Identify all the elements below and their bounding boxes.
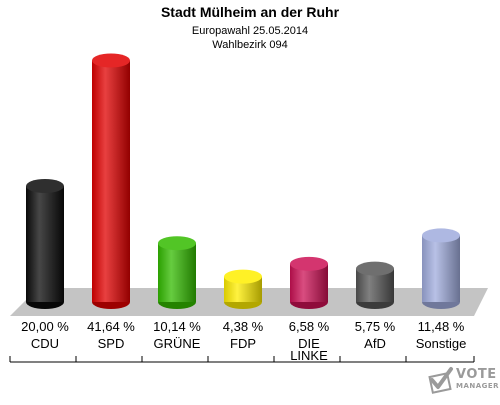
category-axis: 20,00 % CDU 41,64 % SPD 10,14 % GRÜNE 4,38 % FD… xyxy=(9,319,475,363)
value-label: 20,00 % xyxy=(21,319,69,334)
chart-title: Stadt Mülheim an der Ruhr xyxy=(161,4,340,20)
bar-5 xyxy=(356,261,394,309)
bar-3 xyxy=(224,269,262,309)
chart-subtitle: Europawahl 25.05.2014 xyxy=(192,25,308,37)
value-label: 10,14 % xyxy=(153,319,201,334)
value-label: 11,48 % xyxy=(418,319,465,334)
value-label: 5,75 % xyxy=(355,319,396,334)
value-label: 4,38 % xyxy=(223,319,264,334)
bar-0 xyxy=(26,179,64,309)
bars-layer xyxy=(26,53,460,309)
category-label: GRÜNE xyxy=(154,336,201,351)
category-label: SPD xyxy=(98,336,125,351)
chart-subtitle-2: Wahlbezirk 094 xyxy=(212,39,287,51)
bar-6 xyxy=(422,228,460,309)
bar-4 xyxy=(290,256,328,309)
brand-logo: VOTE MANAGER xyxy=(428,366,500,396)
category-label: FDP xyxy=(230,336,256,351)
bar-1 xyxy=(92,53,130,309)
category-label: Sonstige xyxy=(416,336,467,351)
value-label: 6,58 % xyxy=(289,319,330,334)
category-label: CDU xyxy=(31,336,59,351)
category-label: DIE xyxy=(298,336,320,351)
brand-name: VOTE xyxy=(456,367,497,382)
brand-subname: MANAGER xyxy=(456,382,500,390)
category-label: AfD xyxy=(364,336,386,351)
ballot-check-icon xyxy=(428,367,453,394)
category-label: LINKE xyxy=(290,348,328,363)
bar-2 xyxy=(158,236,196,309)
value-label: 41,64 % xyxy=(87,319,135,334)
